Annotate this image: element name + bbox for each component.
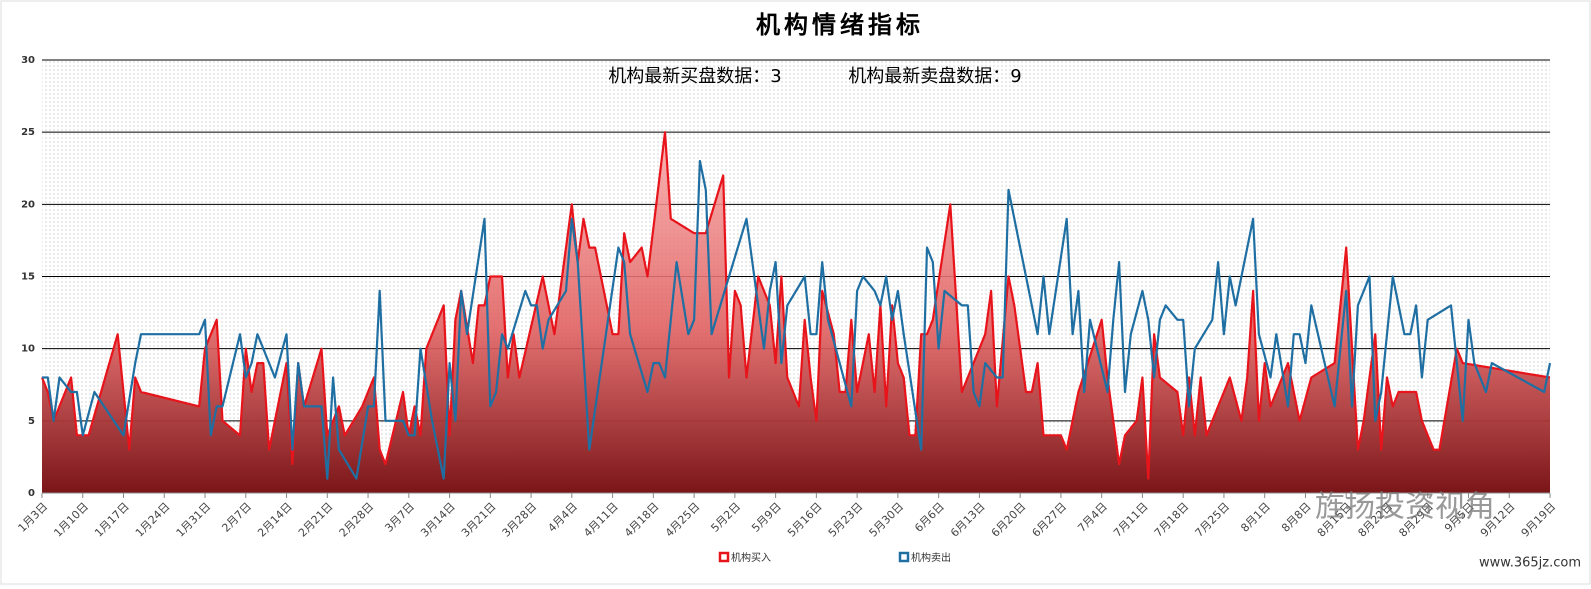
x-tick-label: 1月31日: [174, 500, 214, 540]
annotation: 机构最新卖盘数据：9: [848, 66, 1021, 87]
area: [42, 132, 1550, 493]
x-tick-label: 7月4日: [1075, 500, 1110, 535]
x-tick-label: 1月17日: [92, 500, 132, 540]
x-tick-label: 2月14日: [255, 500, 295, 540]
x-tick-label: 4月25日: [663, 500, 703, 540]
y-tick-label: 20: [21, 199, 35, 210]
x-tick-label: 7月11日: [1111, 500, 1151, 540]
x-tick-label: 3月7日: [382, 500, 417, 535]
x-tick-label: 5月30日: [867, 500, 907, 540]
x-tick-label: 3月28日: [500, 500, 540, 540]
x-tick-label: 2月7日: [219, 500, 254, 535]
x-tick-label: 2月28日: [337, 500, 377, 540]
x-tick-label: 7月18日: [1152, 500, 1192, 540]
x-tick-label: 5月23日: [826, 500, 866, 540]
legend-swatch: [898, 551, 910, 563]
x-tick-label: 9月19日: [1519, 500, 1559, 540]
x-tick-label: 8月8日: [1279, 500, 1314, 535]
x-tick-label: 1月3日: [16, 500, 51, 535]
x-tick-label: 3月21日: [459, 500, 499, 540]
x-tick-label: 5月16日: [785, 500, 825, 540]
y-tick-label: 25: [21, 127, 35, 138]
watermark-url: www.365jz.com: [1479, 556, 1581, 571]
legend-swatch: [718, 551, 730, 563]
x-tick-label: 4月4日: [545, 500, 580, 535]
x-tick-label: 8月1日: [1238, 500, 1273, 535]
x-tick-label: 4月11日: [581, 500, 621, 540]
watermark: 旌扬投资视角: [1315, 490, 1495, 525]
y-tick-label: 0: [28, 488, 35, 499]
x-tick-label: 7月25日: [1193, 500, 1233, 540]
x-tick-label: 1月10日: [51, 500, 91, 540]
y-tick-label: 10: [21, 344, 35, 355]
x-tick-label: 6月13日: [948, 500, 988, 540]
x-tick-label: 6月27日: [1030, 500, 1070, 540]
x-tick-label: 1月24日: [133, 500, 173, 540]
line: [40, 131, 1551, 480]
y-tick-label: 15: [21, 272, 35, 283]
x-tick-label: 4月18日: [622, 500, 662, 540]
chart-title: 机构情绪指标: [756, 11, 924, 39]
x-tick-label: 5月9日: [749, 500, 784, 535]
x-tick-label: 3月14日: [418, 500, 458, 540]
y-tick-label: 5: [28, 416, 35, 427]
x-tick-label: 6月6日: [912, 500, 947, 535]
x-tick-label: 5月2日: [708, 500, 743, 535]
line: [42, 159, 1552, 480]
x-tick-label: 2月21日: [296, 500, 336, 540]
x-tick-label: 6月20日: [989, 500, 1029, 540]
y-tick-label: 30: [21, 55, 35, 66]
annotation: 机构最新买盘数据：3: [608, 66, 781, 87]
legend-label: 机构卖出: [911, 551, 951, 564]
legend-label: 机构买入: [731, 551, 771, 564]
